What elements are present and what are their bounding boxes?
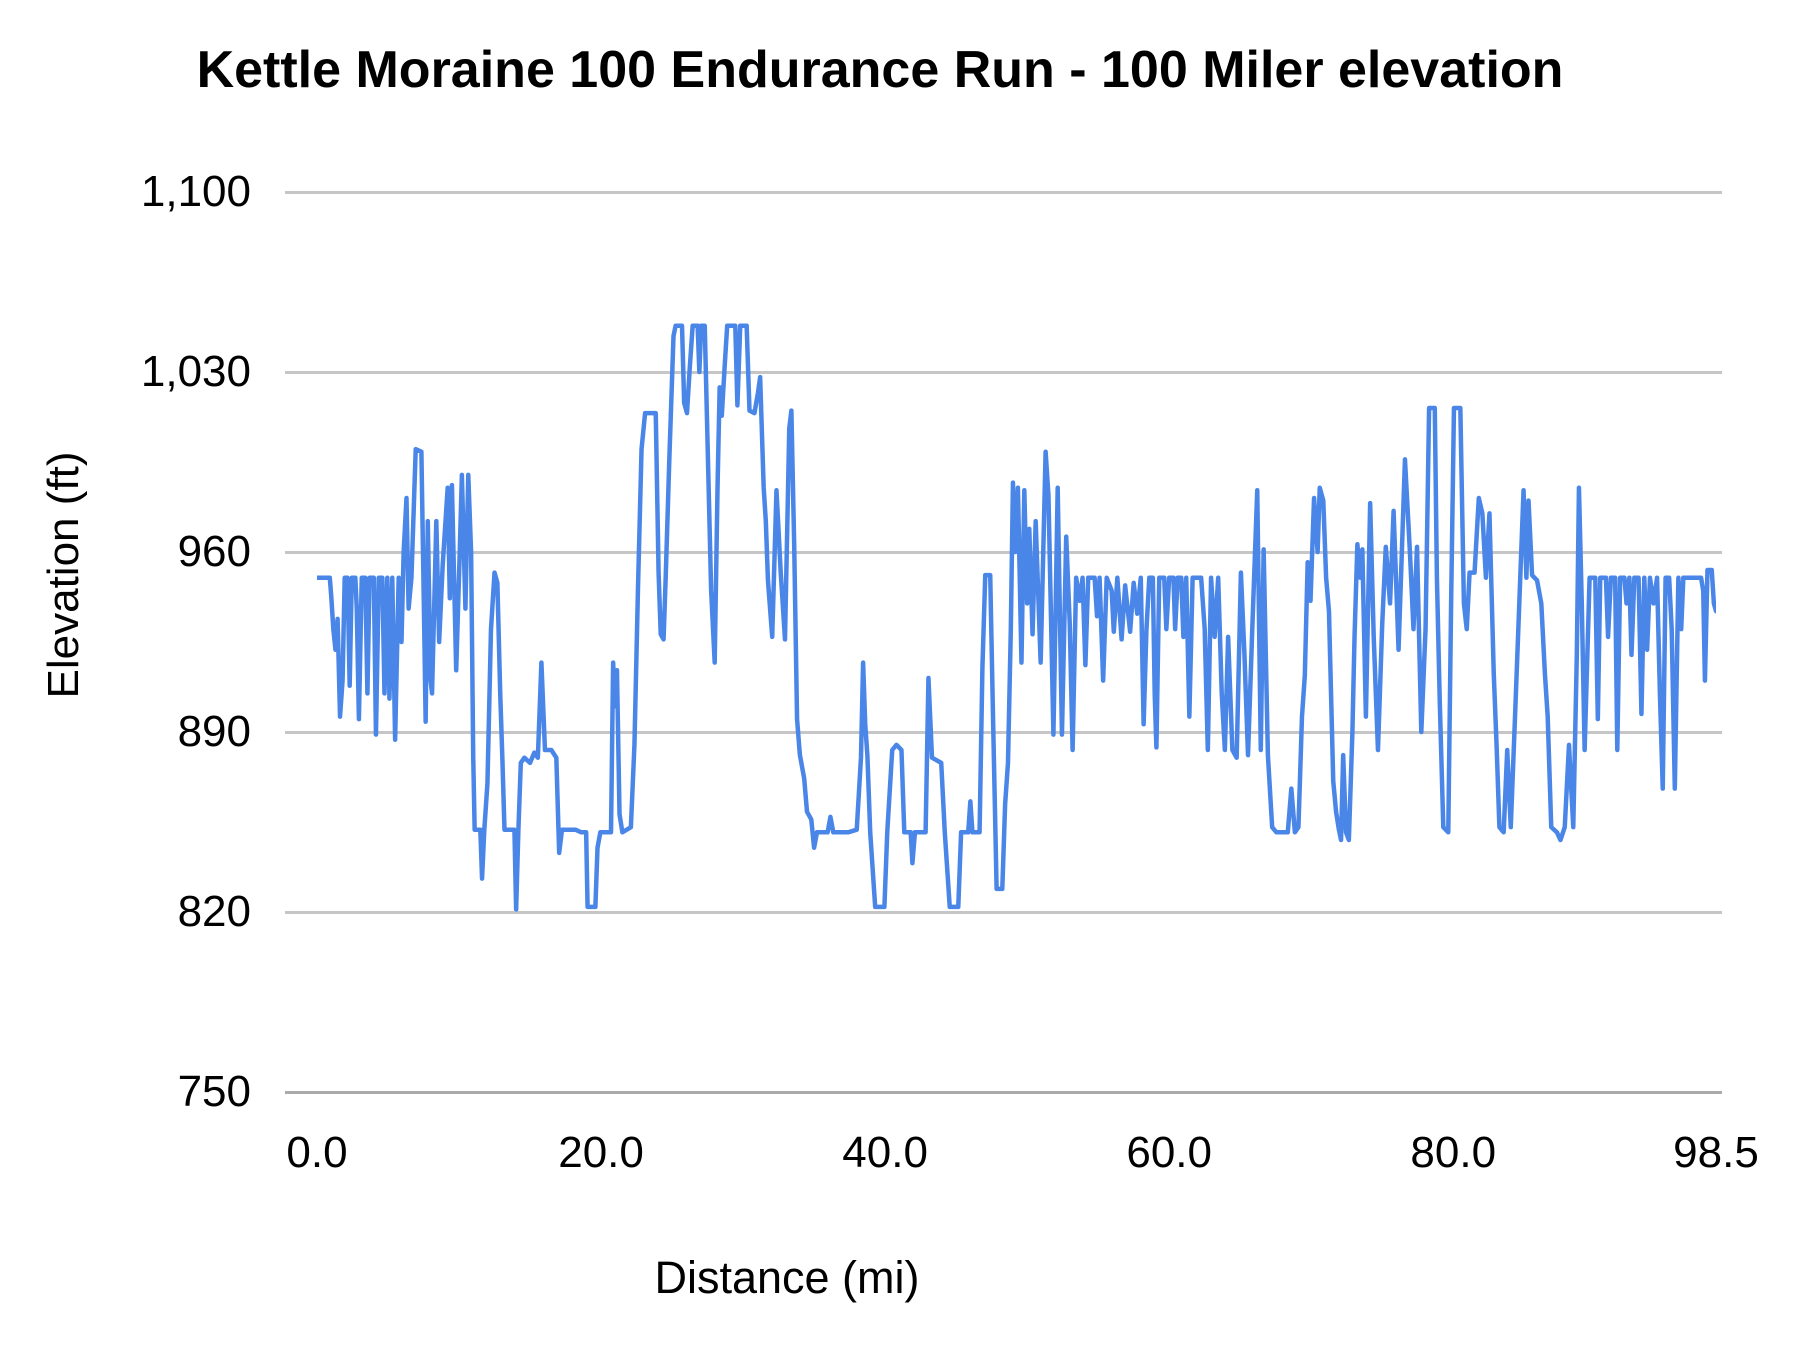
- gridline-1100: [285, 190, 1722, 194]
- y-tick-820: 820: [177, 887, 251, 936]
- y-tick-890: 890: [177, 707, 251, 756]
- y-tick-960: 960: [177, 527, 251, 576]
- x-tick-40: 40.0: [842, 1128, 928, 1177]
- gridline-750: [285, 1090, 1722, 1094]
- plot-area: [317, 192, 1716, 1092]
- elevation-line-series: [317, 326, 1716, 910]
- x-axis-title: Distance (mi): [654, 1252, 920, 1303]
- x-tick-80: 80.0: [1410, 1128, 1497, 1177]
- x-tick-98.5: 98.5: [1673, 1128, 1759, 1177]
- gridline-960: [285, 550, 1722, 554]
- gridline-820: [285, 910, 1722, 914]
- x-tick-60: 60.0: [1126, 1128, 1212, 1177]
- gridline-890: [285, 730, 1722, 734]
- chart-title: Kettle Moraine 100 Endurance Run - 100 M…: [196, 41, 1564, 99]
- y-tick-1030: 1,030: [140, 347, 251, 396]
- y-tick-1100: 1,100: [140, 167, 251, 216]
- y-tick-750: 750: [177, 1067, 251, 1116]
- gridline-1030: [285, 370, 1722, 374]
- x-tick-20: 20.0: [558, 1128, 644, 1177]
- x-tick-0: 0.0: [286, 1128, 348, 1177]
